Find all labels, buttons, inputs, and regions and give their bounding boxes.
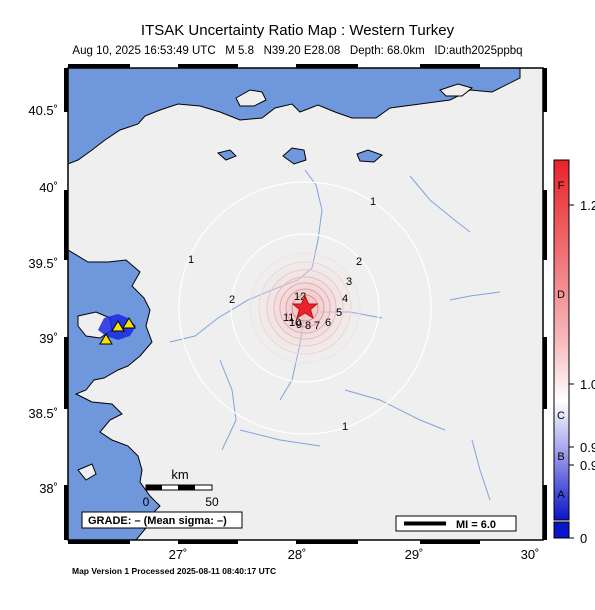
colorbar-values: 1.2 1.0 0.9 0.9 0 [580,198,595,546]
map-area: 1 1 1 2 2 3 4 5 6 7 8 9 10 11 12 km [68,68,543,540]
event-datetime: Aug 10, 2025 16:53:49 UTC [72,45,216,57]
frame-ticks [64,64,547,544]
colorbar-ticks [569,204,574,539]
aegean-island-2 [77,463,97,481]
lake-2 [356,149,383,163]
station-icon [99,333,113,345]
lat-tick: 40.5˚ [28,103,58,118]
contour-label: 7 [314,320,320,332]
contour-label: 2 [229,294,235,306]
colorbar-letters: F D C B A [557,180,565,501]
lake-3 [216,149,237,161]
marmara-island [235,89,267,107]
lat-tick: 39˚ [39,331,58,346]
contour-label: 10 [289,317,301,329]
contour-label: 9 [296,319,302,331]
contour-label: 1 [342,421,348,433]
contour-label: 4 [342,293,348,305]
marmara-island-2 [439,83,474,97]
scale-bar: km 0 50 [143,467,219,509]
grade-text: GRADE: – (Mean sigma: –) [88,515,227,527]
event-depth: Depth: 68.0km [349,45,425,57]
contour-label: 6 [325,317,331,329]
stations [99,317,136,345]
grade-letter: F [558,180,565,192]
scale-tick: 50 [205,495,219,509]
colorbar: F D C B A 1.2 1.0 0.9 0.9 0 [553,159,595,546]
event-id: ID:auth2025ppbq [434,45,523,57]
lat-tick: 39.5˚ [28,256,58,271]
grade-letter: B [557,451,564,463]
lat-tick: 40˚ [39,180,58,195]
contour-label: 2 [356,256,362,268]
event-magnitude: M 5.8 [225,45,254,57]
lon-tick: 27˚ [169,547,188,562]
station-icon [111,320,125,332]
colorbar-floor [553,521,570,539]
marmara-sea [68,68,521,165]
processing-footer: Map Version 1 Processed 2025-08-11 08:40… [72,566,277,576]
event-location: N39.20 E28.08 [263,45,341,57]
grade-letter: A [557,489,565,501]
colorbar-value: 0.9 [580,458,595,473]
lon-axis: 27˚ 28˚ 29˚ 30˚ [169,547,540,562]
map-title: ITSAK Uncertainty Ratio Map : Western Tu… [140,22,455,39]
contour-label: 8 [305,320,311,332]
mi-legend: MI = 6.0 [395,515,517,532]
lon-tick: 28˚ [288,547,307,562]
contour-labels: 1 1 1 2 2 3 4 5 6 7 8 9 10 11 12 [188,196,376,433]
lake-1 [282,147,307,165]
station-icon [122,317,136,329]
lat-axis: 40.5˚ 40˚ 39.5˚ 39˚ 38.5˚ 38˚ [28,103,58,496]
event-info: Aug 10, 2025 16:53:49 UTC M 5.8 N39.20 E… [0,45,595,57]
epicenter-star-icon [291,294,319,320]
colorbar-value: 0 [580,531,587,546]
scale-tick: 0 [143,495,150,509]
colorbar-value: 1.2 [580,198,595,213]
colorbar-gradient [553,159,570,521]
contour-label: 11 [283,312,294,324]
grade-box: GRADE: – (Mean sigma: –) [81,511,243,529]
grade-letter: C [557,410,565,422]
contour-label: 3 [346,276,352,288]
scale-unit: km [171,467,188,482]
lon-tick: 29˚ [405,547,424,562]
colorbar-value: 1.0 [580,377,595,392]
contour-label: 1 [188,254,194,266]
lat-tick: 38˚ [39,481,58,496]
contour-label: 1 [370,196,376,208]
lat-tick: 38.5˚ [28,406,58,421]
colorbar-value: 0.9 [580,440,595,455]
contour-label: 5 [336,307,342,319]
lon-tick: 30˚ [521,547,540,562]
mi-legend-text: MI = 6.0 [456,519,496,531]
grade-letter: D [557,289,565,301]
